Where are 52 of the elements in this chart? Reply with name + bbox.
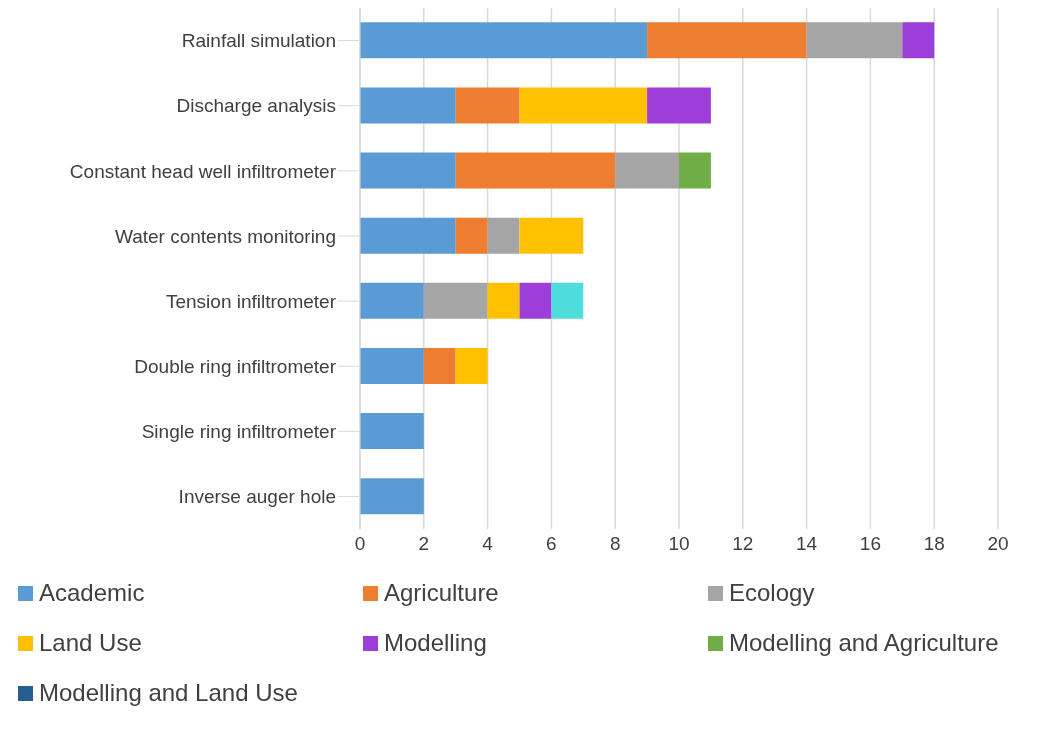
bar: [455, 347, 488, 384]
bar: [551, 282, 584, 319]
legend-label: Modelling: [384, 629, 487, 657]
bar: [679, 152, 711, 189]
bar: [423, 282, 488, 319]
x-tick-label: 4: [482, 533, 494, 555]
y-tick-label: Tension infiltrometer: [165, 290, 337, 312]
x-tick-label: 8: [609, 533, 621, 555]
x-tick-label: 20: [987, 533, 1009, 555]
legend-label: Modelling and Agriculture: [729, 629, 999, 657]
x-tick-label: 2: [418, 533, 430, 555]
legend-label: Agriculture: [384, 579, 499, 607]
x-tick-label: 6: [546, 533, 557, 555]
y-tick-label: Water contents monitoring: [114, 225, 336, 247]
legend-label: Modelling and Land Use: [39, 679, 298, 707]
bar: [360, 478, 424, 515]
y-tick-label: Inverse auger hole: [178, 486, 336, 508]
bar: [360, 22, 648, 59]
y-tick-label: Discharge analysis: [176, 95, 336, 117]
bar: [647, 87, 711, 124]
bar: [360, 152, 456, 189]
x-tick-label: 12: [732, 533, 754, 555]
x-tick-label: 14: [796, 533, 818, 555]
bar: [360, 217, 456, 254]
y-tick-label: Double ring infiltrometer: [134, 355, 337, 377]
bar: [360, 87, 456, 124]
x-tick-label: 16: [859, 533, 881, 555]
bar: [455, 217, 488, 254]
x-tick-label: 0: [354, 533, 366, 555]
bar: [647, 22, 807, 59]
bar: [615, 152, 679, 189]
bar: [806, 22, 903, 59]
bar: [455, 152, 616, 189]
bar: [519, 282, 552, 319]
y-tick-label: Constant head well infiltrometer: [69, 160, 337, 182]
bar: [423, 347, 456, 384]
bar: [519, 87, 648, 124]
y-tick-label: Rainfall simulation: [181, 30, 336, 52]
legend-label: Land Use: [39, 629, 142, 657]
legend-label: Academic: [39, 579, 145, 607]
bar: [487, 282, 520, 319]
bar: [360, 347, 424, 384]
bar: [455, 87, 520, 124]
bar: [902, 22, 935, 59]
bar: [487, 217, 520, 254]
bar: [360, 282, 424, 319]
legend-label: Ecology: [729, 579, 815, 607]
bar: [519, 217, 584, 254]
y-tick-label: Single ring infiltrometer: [141, 421, 337, 443]
x-tick-label: 10: [668, 533, 690, 555]
x-tick-label: 18: [923, 533, 945, 555]
bar: [360, 413, 424, 450]
